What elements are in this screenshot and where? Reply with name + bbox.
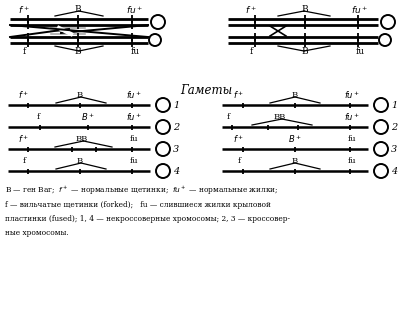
Text: B: B: [301, 48, 309, 56]
Text: f: f: [22, 157, 26, 165]
Text: f: f: [249, 48, 253, 56]
Text: fu: fu: [348, 157, 356, 165]
Text: 3: 3: [391, 145, 397, 153]
Text: $B^+$: $B^+$: [288, 133, 302, 145]
Text: 3: 3: [173, 145, 179, 153]
Text: $f^+$: $f^+$: [233, 89, 244, 101]
Text: f: f: [36, 113, 40, 121]
Text: f: f: [22, 48, 26, 56]
Text: B: B: [292, 91, 298, 99]
Text: $B^+$: $B^+$: [81, 111, 95, 123]
Text: В — ген Bar;  $f^+$ — нормальные щетинки;  $fu^+$ — нормальные жилки;: В — ген Bar; $f^+$ — нормальные щетинки;…: [5, 185, 279, 197]
Text: B: B: [77, 157, 83, 165]
Text: пластинки (fused); 1, 4 — некроссоверные хромосомы; 2, 3 — кроссовер-: пластинки (fused); 1, 4 — некроссоверные…: [5, 215, 290, 223]
Text: 2: 2: [173, 123, 179, 131]
Text: fu: fu: [130, 157, 138, 165]
Text: $f^+$: $f^+$: [19, 89, 30, 101]
Text: B: B: [75, 48, 81, 56]
Text: $fu^+$: $fu^+$: [344, 89, 360, 101]
Text: Гаметы: Гаметы: [180, 84, 232, 98]
Text: $fu^+$: $fu^+$: [126, 89, 142, 101]
Text: $f^+$: $f^+$: [245, 4, 257, 16]
Text: $f^+$: $f^+$: [18, 4, 30, 16]
Text: 4: 4: [173, 167, 179, 175]
Text: f: f: [237, 157, 240, 165]
Text: B: B: [301, 5, 309, 14]
Text: ные хромосомы.: ные хромосомы.: [5, 229, 69, 237]
Text: f: f: [226, 113, 230, 121]
Text: 1: 1: [173, 100, 179, 110]
Text: BB: BB: [274, 113, 286, 121]
Text: $fu^+$: $fu^+$: [126, 111, 142, 123]
Text: fu: fu: [130, 135, 138, 143]
Text: fu: fu: [356, 48, 365, 56]
Text: 2: 2: [391, 123, 397, 131]
Text: f — вильчатые щетинки (forked);   fu — слившиеся жилки крыловой: f — вильчатые щетинки (forked); fu — сли…: [5, 201, 271, 209]
Text: $f^+$: $f^+$: [233, 133, 244, 145]
Text: B: B: [77, 91, 83, 99]
Text: BB: BB: [76, 135, 88, 143]
Text: $fu^+$: $fu^+$: [126, 4, 144, 16]
Text: $fu^+$: $fu^+$: [344, 111, 360, 123]
Text: 4: 4: [391, 167, 397, 175]
Text: $fu^+$: $fu^+$: [351, 4, 368, 16]
Text: B: B: [75, 5, 81, 14]
Text: 1: 1: [391, 100, 397, 110]
Text: fu: fu: [348, 135, 356, 143]
Text: $f^+$: $f^+$: [19, 133, 30, 145]
Text: fu: fu: [131, 48, 140, 56]
Text: B: B: [292, 157, 298, 165]
